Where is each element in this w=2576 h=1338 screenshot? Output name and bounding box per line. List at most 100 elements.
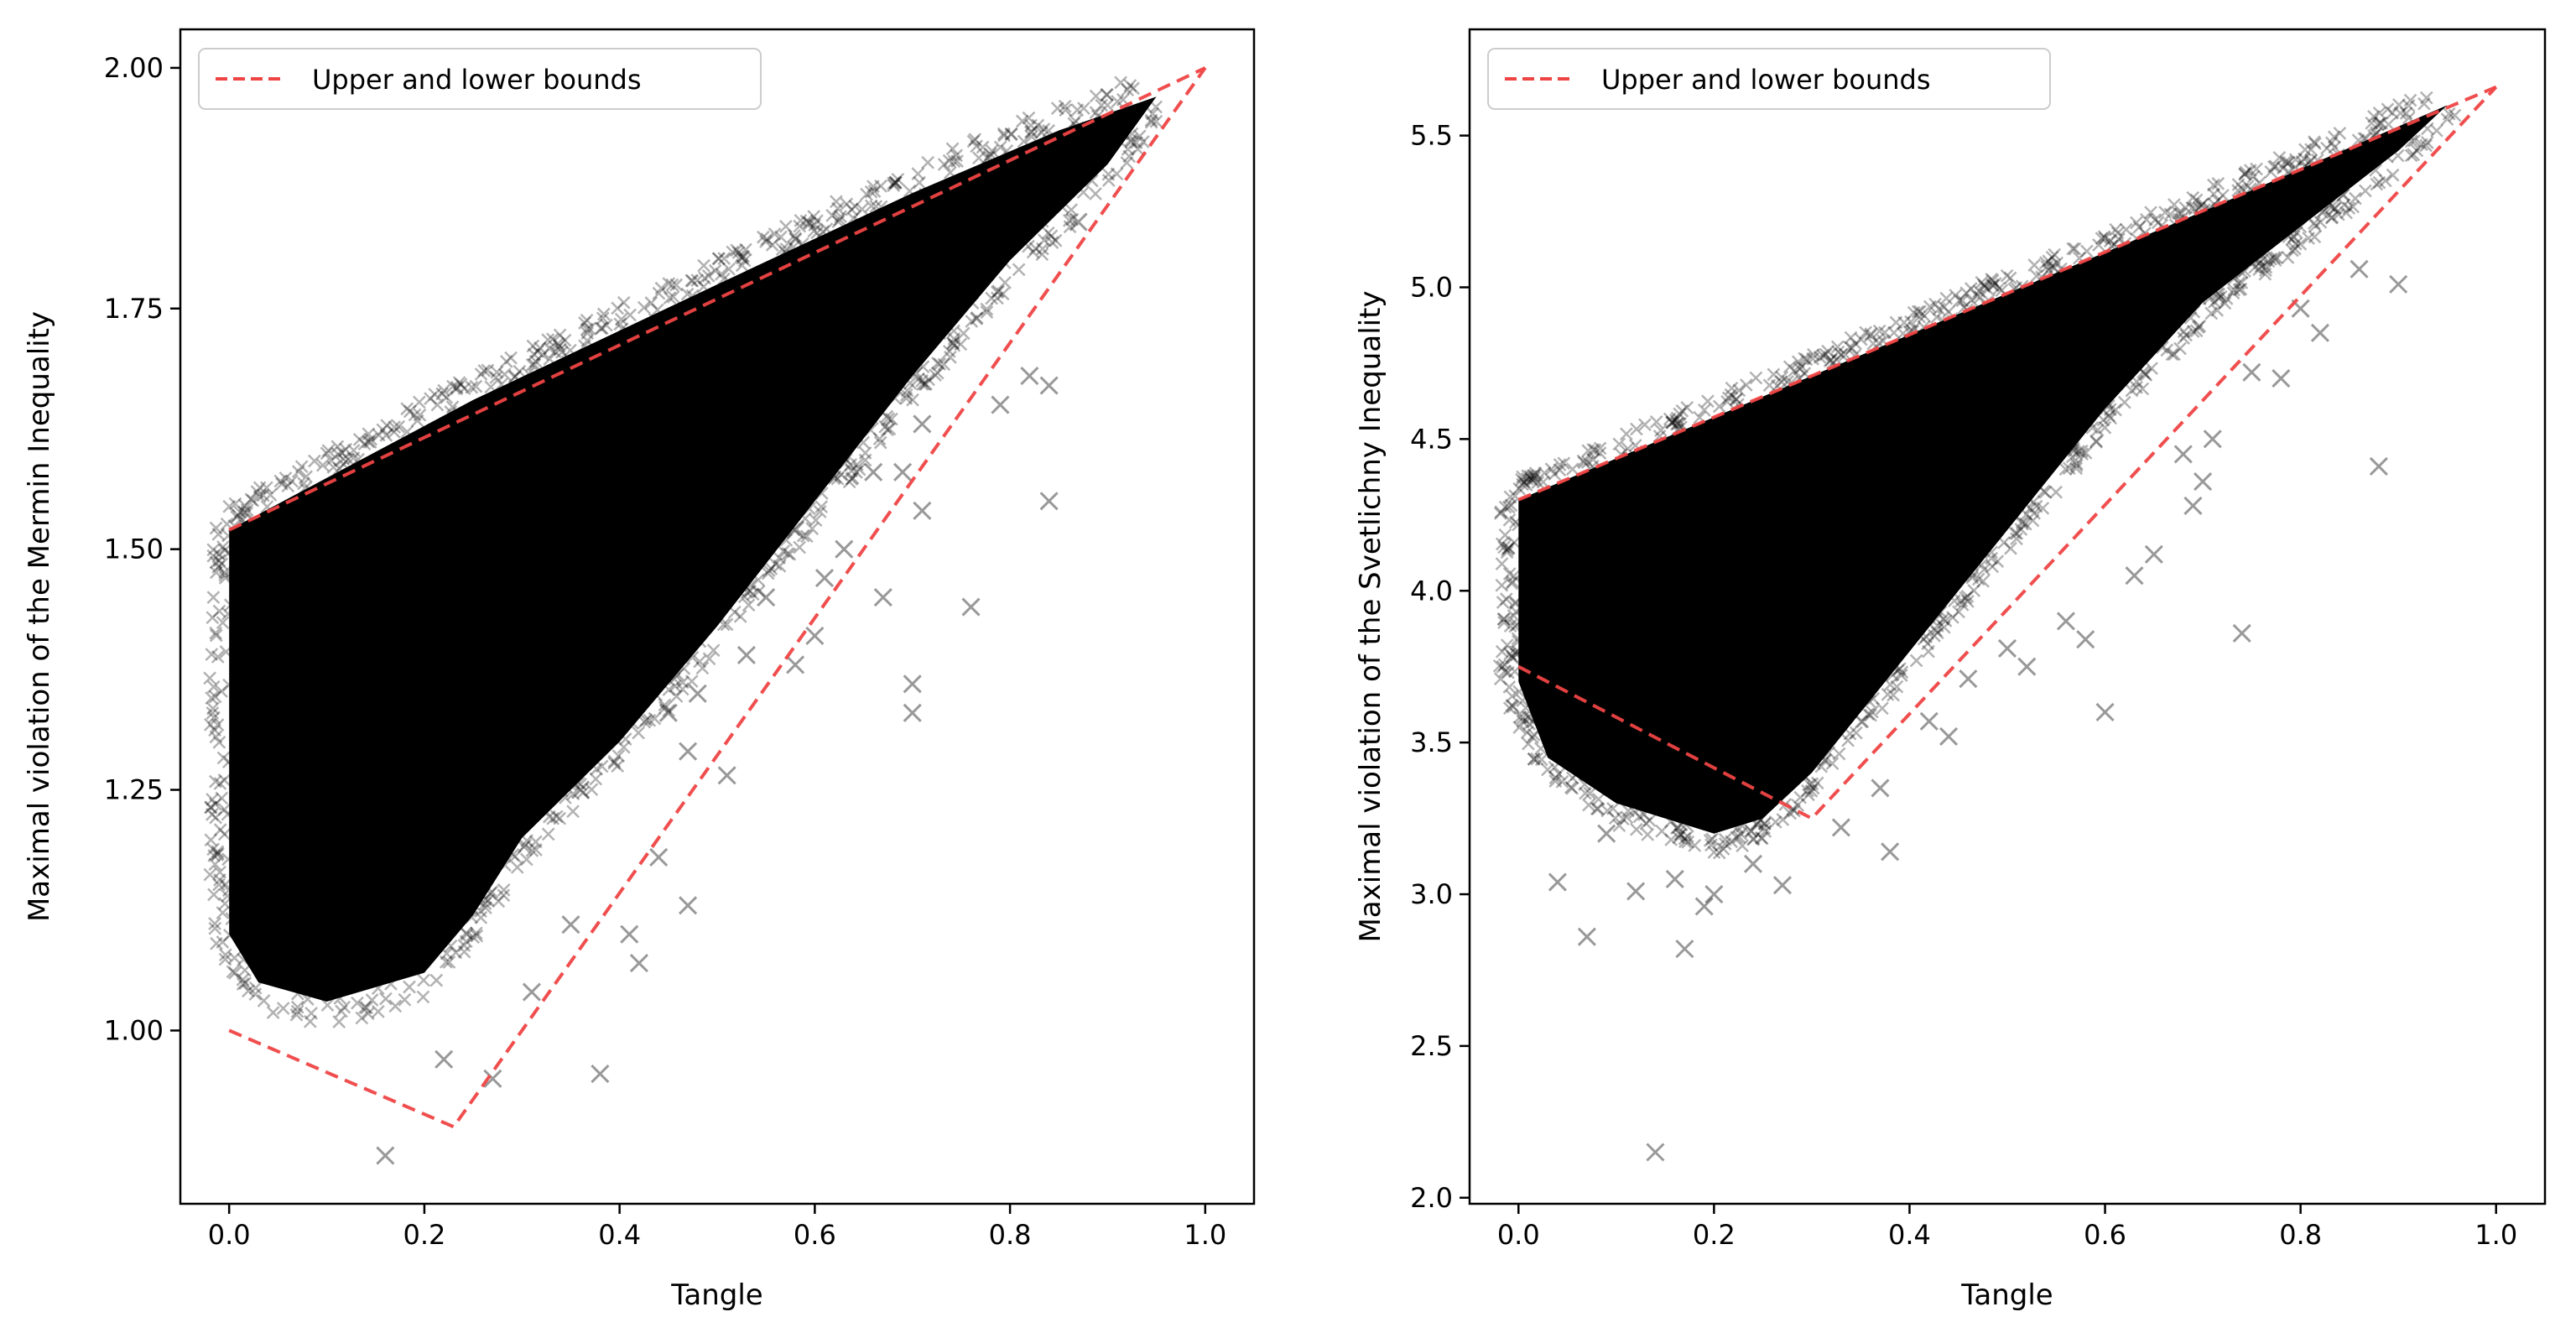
svetlichny-cloud-point [1523,470,1538,483]
svetlichny-cloud-point [1729,393,1743,406]
mermin-cloud-point [887,176,900,190]
mermin-cloud-point [595,759,609,773]
mermin-cloud-point [450,380,464,394]
mermin-outlier-point [893,462,913,482]
svetlichny-cloud-point [1760,585,1774,599]
svetlichny-cloud-point [1816,349,1830,362]
svetlichny-cloud-point [1746,831,1761,846]
mermin-cloud-point [640,517,654,531]
svetlichny-outlier-point [2125,566,2144,586]
svetlichny-cloud-point [2256,233,2269,247]
svetlichny-cloud-point [2308,230,2322,244]
svetlichny-cloud-point [1978,483,1991,497]
svetlichny-cloud-point [2079,446,2093,460]
svetlichny-cloud-point [1864,327,1878,341]
mermin-cloud-point [1035,214,1049,228]
svetlichny-cloud-point [1520,726,1534,739]
mermin-cloud-point [869,399,883,414]
mermin-cloud-point [544,696,559,711]
mermin-cloud-point [435,387,450,401]
svetlichny-cloud-point [2293,237,2308,251]
svetlichny-cloud-point [1583,787,1597,800]
svetlichny-cloud-point [1496,596,1510,609]
mermin-cloud-point [644,296,658,310]
mermin-cloud-point [599,318,613,332]
mermin-cloud-point [615,322,629,336]
svetlichny-cloud-point [1985,273,1999,286]
svetlichny-cloud-point [1825,757,1840,771]
svetlichny-cloud-point [2029,499,2043,513]
svetlichny-cloud-point [1621,441,1635,456]
svetlichny-cloud-point [2186,190,2200,205]
svetlichny-cloud-point [2029,396,2043,410]
mermin-cloud-point [217,827,232,841]
mermin-cloud-point [356,670,371,685]
mermin-cloud-point [289,887,303,900]
mermin-cloud-point [975,198,988,212]
mermin-cloud-point [325,785,340,799]
mermin-cloud-point [209,565,223,580]
mermin-cloud-point [1067,117,1081,131]
mermin-cloud-point [842,475,856,489]
mermin-cloud-point [643,713,657,727]
svetlichny-cloud-point [1862,695,1876,709]
mermin-cloud-point [599,640,613,653]
mermin-cloud-point [326,461,341,474]
svetlichny-cloud-point [1779,572,1793,586]
mermin-cloud-point [972,151,986,165]
mermin-cloud-point [257,879,271,893]
mermin-cloud-point [690,273,705,288]
mermin-cloud-point [454,679,467,694]
svetlichny-cloud-point [2420,136,2434,149]
mermin-cloud-point [880,423,894,437]
svetlichny-cloud-point [1859,325,1873,340]
svetlichny-cloud-point [1550,745,1564,759]
mermin-cloud-point [762,564,776,578]
mermin-cloud-point [623,308,637,322]
mermin-cloud-point [278,471,293,485]
svetlichny-cloud-point [1975,275,1989,289]
svetlichny-cloud-point [2333,127,2347,140]
svetlichny-cloud-point [1695,474,1709,488]
svetlichny-cloud-point [1696,738,1710,752]
mermin-cloud-point [696,279,710,294]
svetlichny-cloud-point [1753,491,1767,505]
mermin-cloud-point [1034,125,1049,139]
mermin-cloud-point [469,379,483,393]
mermin-cloud-point [367,496,381,510]
svetlichny-cloud-point [1512,482,1527,496]
mermin-cloud-point [310,554,324,568]
svetlichny-cloud-point [1503,647,1517,661]
mermin-cloud-point [656,614,670,628]
mermin-cloud-point [524,497,538,512]
svetlichny-cloud-point [1548,774,1563,788]
svetlichny-cloud-point [2130,232,2144,246]
mermin-cloud-point [551,742,565,757]
mermin-cloud-point [461,794,475,808]
mermin-cloud-point [695,472,710,487]
mermin-cloud-point [958,251,972,265]
mermin-cloud-point [383,835,398,848]
svetlichny-cloud-point [1891,664,1905,678]
mermin-cloud-point [271,692,284,706]
svetlichny-cloud-point [1880,355,1894,369]
svetlichny-cloud-point [1855,715,1868,729]
svetlichny-cloud-point [2167,347,2181,362]
mermin-cloud-point [365,993,379,1007]
svetlichny-cloud-point [1498,528,1512,542]
mermin-cloud-point [899,391,913,405]
svetlichny-cloud-point [2158,206,2173,219]
svetlichny-legend-label: Upper and lower bounds [1601,64,1931,96]
mermin-cloud-point [781,547,795,560]
mermin-cloud-point [315,528,329,541]
svetlichny-cloud-point [1522,717,1536,731]
mermin-cloud-point [205,691,219,705]
mermin-cloud-point [833,212,846,226]
mermin-cloud-point [213,865,226,879]
mermin-cloud-point [1017,134,1031,148]
svetlichny-cloud-point [2016,517,2029,531]
mermin-cloud-point [267,561,280,575]
svetlichny-y-axis-label: Maximal violation of the Svetlichny Ineq… [1354,290,1387,942]
svetlichny-cloud-point [1977,562,1991,576]
mermin-cloud-point [675,682,690,696]
